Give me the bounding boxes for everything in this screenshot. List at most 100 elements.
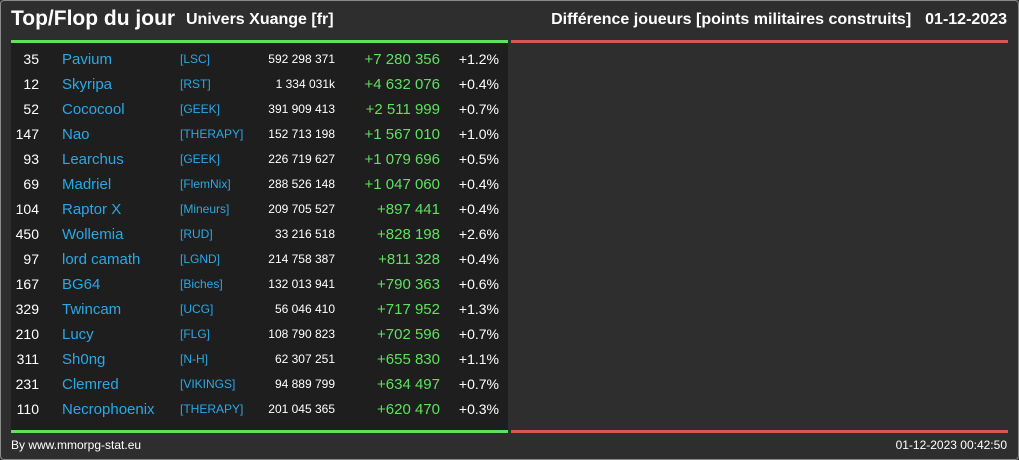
player-rank: 231 [15,376,39,392]
player-rank: 167 [15,276,39,292]
points-difference: +702 596 [377,326,440,343]
player-name-link[interactable]: Raptor X [62,201,122,218]
alliance-tag-link[interactable]: [GEEK] [180,102,221,116]
header-right: Différence joueurs [points militaires co… [551,11,1007,29]
percent-change: +1.1% [458,351,499,367]
player-points: 592 298 371 [268,52,335,66]
player-name-link[interactable]: Sh0ng [62,351,106,368]
alliance-tag-link[interactable]: [GEEK] [180,152,221,166]
points-difference: +897 441 [377,201,440,218]
percent-change: +0.4% [458,76,499,92]
points-difference: +2 511 999 [365,101,440,118]
header-date: 01-12-2023 [925,11,1007,28]
player-name-link[interactable]: Madriel [62,176,112,193]
player-name-link[interactable]: Nao [62,126,90,143]
percent-change: +0.4% [458,201,499,217]
page-title: Top/Flop du jour [11,7,176,30]
bottom-divider-red [511,430,1008,433]
points-difference: +655 830 [377,351,440,368]
percent-change: +1.0% [458,126,499,142]
player-rank: 147 [15,126,39,142]
points-difference: +811 328 [378,251,440,268]
player-rank: 329 [15,301,39,317]
percent-change: +0.7% [458,376,499,392]
player-rank: 110 [16,401,39,417]
alliance-tag-link[interactable]: [THERAPY] [180,127,244,141]
percent-change: +1.3% [458,301,499,317]
points-difference: +7 280 356 [364,51,441,68]
player-points: 56 046 410 [274,302,335,316]
player-rank: 104 [15,201,39,217]
top-divider-red [511,40,1008,43]
player-points: 62 307 251 [274,352,335,366]
points-difference: +1 079 696 [364,151,441,168]
bottom-divider-green [11,430,508,433]
player-points: 209 705 527 [268,202,335,216]
alliance-tag-link[interactable]: [VIKINGS] [180,377,236,391]
player-row: 97 lord camath [LGND] 214 758 387 +811 328 +0… [11,247,508,272]
player-row: 35 Pavium [LSC] 592 298 371 +7 280 356 +1.2% [11,47,508,72]
player-name-link[interactable]: Lucy [62,326,94,343]
player-rank: 450 [15,226,39,242]
alliance-tag-link[interactable]: [RST] [180,77,211,91]
points-difference: +828 198 [377,226,440,243]
player-name-link[interactable]: Learchus [62,151,124,168]
player-name-link[interactable]: Cococool [62,101,125,118]
player-points: 33 216 518 [274,227,335,241]
player-row: 69 Madriel [FlemNix] 288 526 148 +1 047 060 +… [11,172,508,197]
player-name-link[interactable]: Necrophoenix [62,401,155,418]
player-points: 201 045 365 [268,402,335,416]
top-gainers-panel: 35 Pavium [LSC] 592 298 371 +7 280 356 +1.2% 1… [11,43,508,430]
points-difference: +620 470 [377,401,440,418]
footer-source[interactable]: By www.mmorpg-stat.eu [11,438,142,452]
percent-change: +0.4% [458,251,499,267]
points-difference: +1 047 060 [364,176,441,193]
percent-change: +0.4% [458,176,499,192]
player-name-link[interactable]: Pavium [62,51,113,68]
player-name-link[interactable]: Wollemia [62,226,124,243]
alliance-tag-link[interactable]: [N-H] [180,352,208,366]
percent-change: +0.5% [458,151,499,167]
player-name-link[interactable]: Clemred [62,376,119,393]
player-row: 104 Raptor X [Mineurs] 209 705 527 +897 441 +… [11,197,508,222]
universe-label: Univers Xuange [fr] [186,11,334,28]
player-name-link[interactable]: Twincam [62,301,122,318]
top-losers-panel [511,43,1008,430]
player-rank: 97 [23,251,39,267]
top-divider-green [11,40,508,43]
alliance-tag-link[interactable]: [LSC] [180,52,211,66]
player-row: 210 Lucy [FLG] 108 790 823 +702 596 +0.7% [11,322,508,347]
percent-change: +1.2% [458,51,499,67]
alliance-tag-link[interactable]: [FlemNix] [180,177,231,191]
player-points: 288 526 148 [268,177,335,191]
player-name-link[interactable]: BG64 [62,276,101,293]
player-name-link[interactable]: Skyripa [62,76,113,93]
alliance-tag-link[interactable]: [RUD] [180,227,213,241]
alliance-tag-link[interactable]: [FLG] [180,327,211,341]
points-difference: +1 567 010 [364,126,441,143]
player-points: 108 790 823 [268,327,335,341]
player-rank: 52 [23,101,39,117]
player-points: 132 013 941 [268,277,335,291]
player-row: 12 Skyripa [RST] 1 334 031k +4 632 076 +0.4% [11,72,508,97]
player-points: 214 758 387 [268,252,335,266]
points-difference: +4 632 076 [364,76,441,93]
player-points: 226 719 627 [268,152,335,166]
percent-change: +0.7% [458,101,499,117]
player-rank: 311 [16,351,39,367]
alliance-tag-link[interactable]: [LGND] [180,252,221,266]
alliance-tag-link[interactable]: [Biches] [180,277,223,291]
percent-change: +2.6% [458,226,499,242]
player-rank: 35 [23,51,39,67]
player-row: 311 Sh0ng [N-H] 62 307 251 +655 830 +1.1% [11,347,508,372]
alliance-tag-link[interactable]: [Mineurs] [180,202,230,216]
alliance-tag-link[interactable]: [THERAPY] [180,402,244,416]
alliance-tag-link[interactable]: [UCG] [180,302,214,316]
percent-change: +0.3% [458,401,499,417]
player-row: 167 BG64 [Biches] 132 013 941 +790 363 +0.6% [11,272,508,297]
footer-timestamp: 01-12-2023 00:42:50 [895,438,1007,452]
player-row: 147 Nao [THERAPY] 152 713 198 +1 567 010 +1.0… [11,122,508,147]
player-name-link[interactable]: lord camath [62,251,141,268]
player-rank: 93 [23,151,39,167]
player-points: 1 334 031k [275,77,335,91]
